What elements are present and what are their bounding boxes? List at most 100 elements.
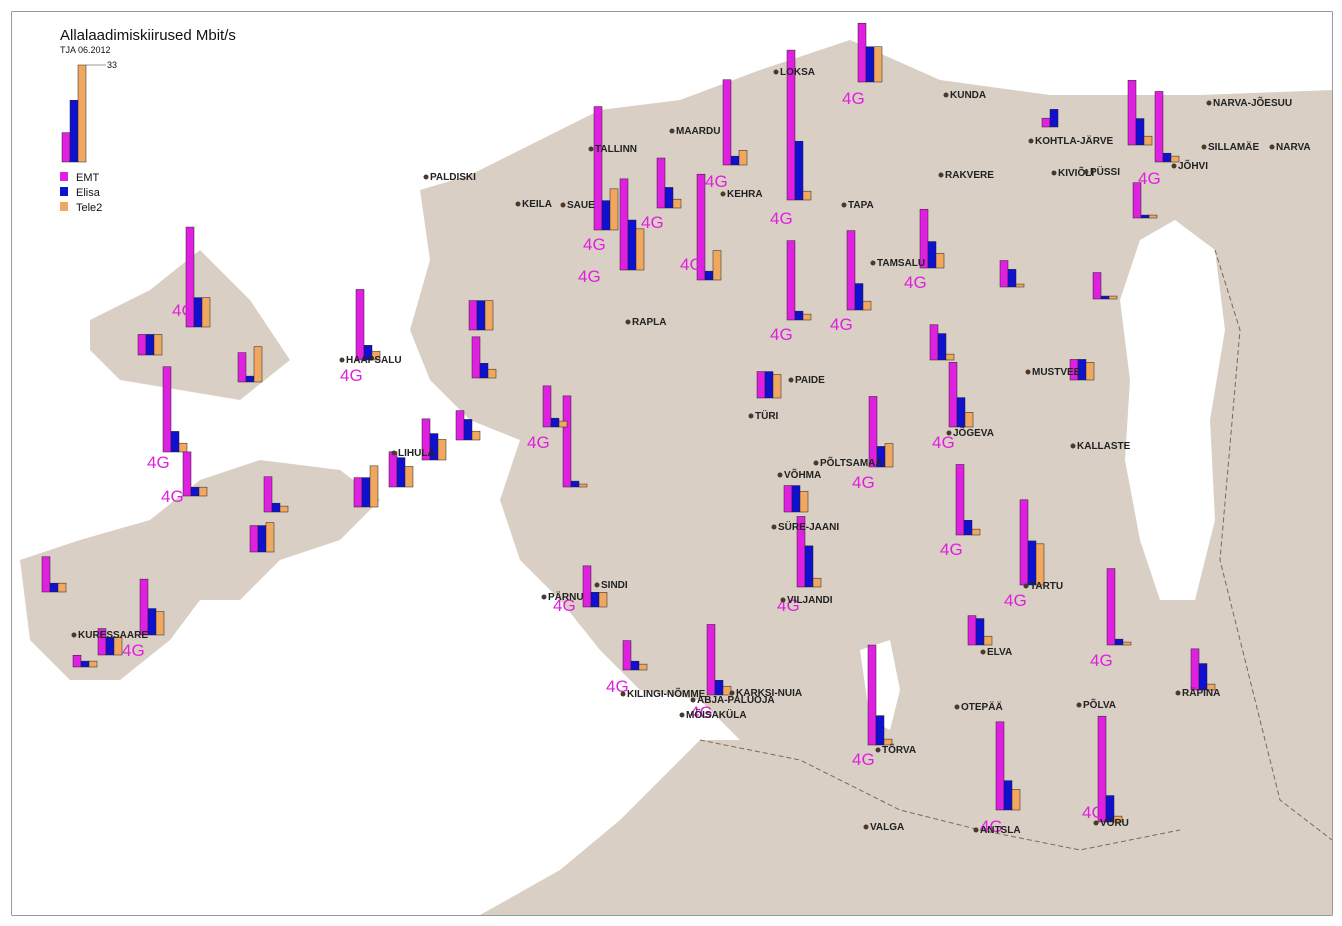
bar (1154, 91, 1164, 163)
bar (867, 644, 877, 746)
town-dot (870, 260, 876, 266)
bar (794, 140, 804, 201)
bar (139, 578, 149, 636)
bar (598, 592, 608, 608)
bar (1170, 155, 1180, 163)
bar (170, 431, 180, 453)
bar (388, 451, 398, 488)
bar (854, 283, 864, 311)
label-4g: 4G (830, 315, 853, 334)
town-label: NARVA-JÕESUU (1213, 96, 1292, 109)
bar (1011, 789, 1021, 811)
label-4g: 4G (705, 172, 728, 191)
town-dot (1025, 369, 1031, 375)
bar (975, 618, 985, 646)
legend-bar (69, 100, 79, 163)
bar (57, 582, 67, 593)
town-dot (541, 594, 547, 600)
bar (764, 371, 774, 399)
town-label: TÕRVA (882, 743, 916, 756)
bar (404, 466, 414, 488)
bar (1108, 295, 1118, 300)
bar (455, 410, 465, 441)
bar (786, 49, 796, 201)
label-4g: 4G (1090, 651, 1113, 670)
town-dot (748, 413, 754, 419)
town-label: KUNDA (950, 90, 986, 101)
bar (929, 324, 939, 361)
town-dot (863, 824, 869, 830)
town-dot (515, 201, 521, 207)
bar (487, 368, 497, 379)
bar (484, 300, 494, 331)
bar (802, 190, 812, 201)
town-label: RÄPINA (1182, 686, 1220, 699)
label-4g: 4G (1082, 803, 1105, 822)
bar (656, 157, 666, 209)
bar (1003, 780, 1013, 811)
bar (72, 654, 82, 668)
town-dot (1070, 443, 1076, 449)
bar (361, 477, 371, 508)
town-dot (1269, 144, 1275, 150)
bar (88, 660, 98, 668)
label-4g: 4G (904, 273, 927, 292)
town-label: TAPA (848, 200, 874, 211)
label-4g: 4G (161, 487, 184, 506)
bar (245, 375, 255, 383)
town-label: KOHTLA-JÄRVE (1035, 134, 1113, 147)
bar (253, 346, 263, 383)
label-4g: 4G (690, 703, 713, 722)
island-saaremaa (20, 460, 380, 680)
border (1214, 249, 1333, 841)
bar (593, 106, 603, 231)
label-4g: 4G (553, 596, 576, 615)
bar (1198, 663, 1208, 691)
town-label: ELVA (987, 647, 1012, 658)
town-dot (841, 202, 847, 208)
town-dot (1028, 138, 1034, 144)
town-label: SÜRE-JAANI (778, 520, 839, 533)
label-4g: 4G (770, 209, 793, 228)
bar (1049, 109, 1059, 128)
town-dot (1206, 100, 1212, 106)
bar (1190, 648, 1200, 691)
bar (1106, 568, 1116, 646)
bar (550, 417, 560, 428)
bar (542, 385, 552, 428)
bar (712, 250, 722, 281)
town-label: JÕHVI (1178, 159, 1208, 172)
bar (1162, 152, 1172, 163)
town-dot (954, 704, 960, 710)
bar (1105, 795, 1115, 823)
bar (1114, 638, 1124, 646)
town-label: RAPLA (632, 317, 666, 328)
label-4g: 4G (770, 325, 793, 344)
label-4g: 4G (147, 453, 170, 472)
town-dot (669, 128, 675, 134)
legend-bar (61, 132, 71, 163)
bar (558, 420, 568, 428)
bar (1019, 499, 1029, 586)
bar (155, 611, 165, 636)
bar (237, 352, 247, 383)
label-4g: 4G (527, 433, 550, 452)
legend-label: Tele2 (76, 202, 102, 214)
legend-bar (77, 64, 87, 163)
label-4g: 4G (932, 433, 955, 452)
town-label: MUSTVEE (1032, 367, 1081, 378)
town-label: KALLASTE (1077, 441, 1131, 452)
town-dot (1171, 163, 1177, 169)
bar (756, 371, 766, 399)
bar (198, 486, 208, 497)
bar (609, 188, 619, 231)
town-label: PAIDE (795, 375, 825, 386)
town-label: PÕLVA (1083, 698, 1116, 711)
bar (704, 270, 714, 281)
bar (714, 680, 724, 696)
bar (1092, 272, 1102, 300)
town-dot (946, 430, 952, 436)
legend-swatch (60, 202, 68, 211)
label-4g: 4G (940, 540, 963, 559)
bar (786, 240, 796, 321)
